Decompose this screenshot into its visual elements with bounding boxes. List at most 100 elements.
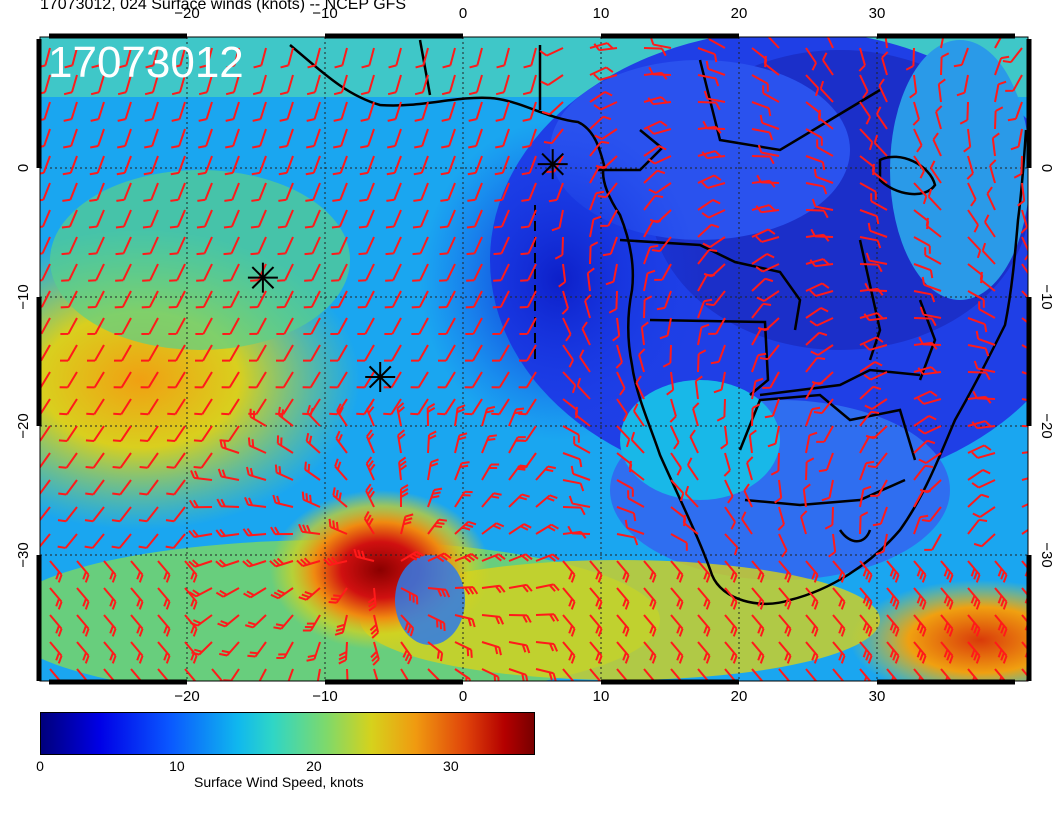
wind-barb [87, 290, 105, 309]
wind-barb [329, 371, 348, 389]
wind-barb [334, 614, 348, 636]
wind-barb [518, 398, 537, 416]
wind-barb [481, 492, 502, 508]
wind-barb [250, 209, 267, 229]
wind-barb [605, 263, 618, 286]
wind-barb [171, 128, 186, 149]
wind-barb [643, 47, 667, 57]
wind-barb [967, 344, 990, 357]
wind-barb [886, 641, 900, 664]
wind-barb [616, 398, 628, 422]
wind-barb [824, 37, 834, 49]
wind-barb [491, 371, 510, 389]
wind-barb [145, 47, 159, 69]
wind-barb [481, 405, 496, 427]
wind-barb [144, 101, 159, 122]
wind-barb [384, 317, 402, 336]
wind-barb [278, 668, 294, 681]
wind-barb [817, 109, 834, 130]
wind-barb [670, 560, 684, 583]
wind-barb [270, 587, 294, 600]
wind-barb [454, 586, 479, 595]
wind-barb [454, 490, 473, 508]
wind-barb [397, 429, 406, 454]
wind-barb [881, 51, 889, 76]
wind-barb [647, 97, 672, 106]
wind-barb [464, 398, 483, 416]
wind-barb [616, 641, 630, 664]
wind-barb [971, 479, 996, 489]
wind-barb [76, 614, 90, 637]
wind-barb [682, 514, 699, 535]
wind-barb [1017, 182, 1026, 207]
wind-barb [859, 460, 875, 481]
wind-barb [437, 371, 456, 389]
wind-barb [60, 317, 78, 336]
wind-barb [805, 209, 829, 219]
wind-barb [157, 641, 171, 664]
wind-barb [984, 214, 996, 238]
wind-barb [273, 614, 294, 630]
wind-barb [438, 290, 456, 309]
wind-barb [140, 371, 159, 389]
wind-barb [198, 128, 213, 149]
wind-barb [967, 444, 992, 454]
wind-barb [986, 186, 996, 211]
wind-barb [168, 344, 186, 362]
wind-barb [751, 352, 767, 373]
wind-barb [167, 398, 186, 416]
wind-barb [705, 290, 726, 307]
wind-barb [759, 344, 780, 361]
wind-barb [643, 244, 659, 265]
wind-barb [508, 407, 525, 427]
wind-barb [764, 398, 780, 419]
wind-barb [1021, 317, 1028, 338]
wind-barb [330, 317, 348, 336]
wind-barb [481, 584, 506, 594]
wind-barb [157, 614, 171, 637]
wind-barb [811, 198, 834, 211]
wind-barb [427, 614, 446, 632]
wind-barb [304, 461, 321, 481]
wind-barb [616, 533, 639, 546]
wind-barb [562, 371, 577, 394]
wind-barb [755, 205, 780, 214]
wind-barb [562, 425, 580, 443]
wind-barb [832, 560, 846, 583]
wind-barb [670, 479, 685, 502]
wind-barb [467, 182, 483, 202]
wind-barb [859, 385, 882, 400]
wind-barb [953, 47, 969, 68]
wind-barb [522, 128, 537, 149]
wind-barb [454, 404, 466, 427]
wind-barb [438, 344, 456, 362]
wind-barb [967, 371, 991, 381]
wind-barb [306, 641, 321, 662]
wind-barb [522, 74, 537, 96]
wind-barb [466, 236, 483, 256]
wind-barb [994, 37, 1012, 49]
wind-barb [454, 461, 470, 481]
wind-barb [438, 317, 456, 336]
wind-barb [302, 371, 321, 389]
wind-barb [551, 209, 564, 232]
wind-barb [427, 641, 444, 662]
wind-barb [967, 182, 977, 207]
wind-barb [195, 344, 213, 362]
wind-barb [940, 560, 954, 583]
wind-barb [778, 560, 792, 583]
wind-barb [194, 398, 213, 416]
wind-barb [277, 209, 294, 229]
wind-barb [217, 468, 240, 481]
wind-barb [562, 317, 572, 342]
wind-barb [816, 425, 834, 443]
colorbar-caption: Surface Wind Speed, knots [194, 774, 364, 790]
wind-barb [616, 479, 634, 497]
wind-barb [670, 587, 684, 610]
wind-barb [778, 641, 792, 664]
wind-barb [821, 479, 834, 502]
wind-barb [400, 550, 424, 562]
wind-barb [921, 506, 942, 523]
wind-barb [427, 487, 443, 508]
wind-barb [697, 587, 711, 610]
